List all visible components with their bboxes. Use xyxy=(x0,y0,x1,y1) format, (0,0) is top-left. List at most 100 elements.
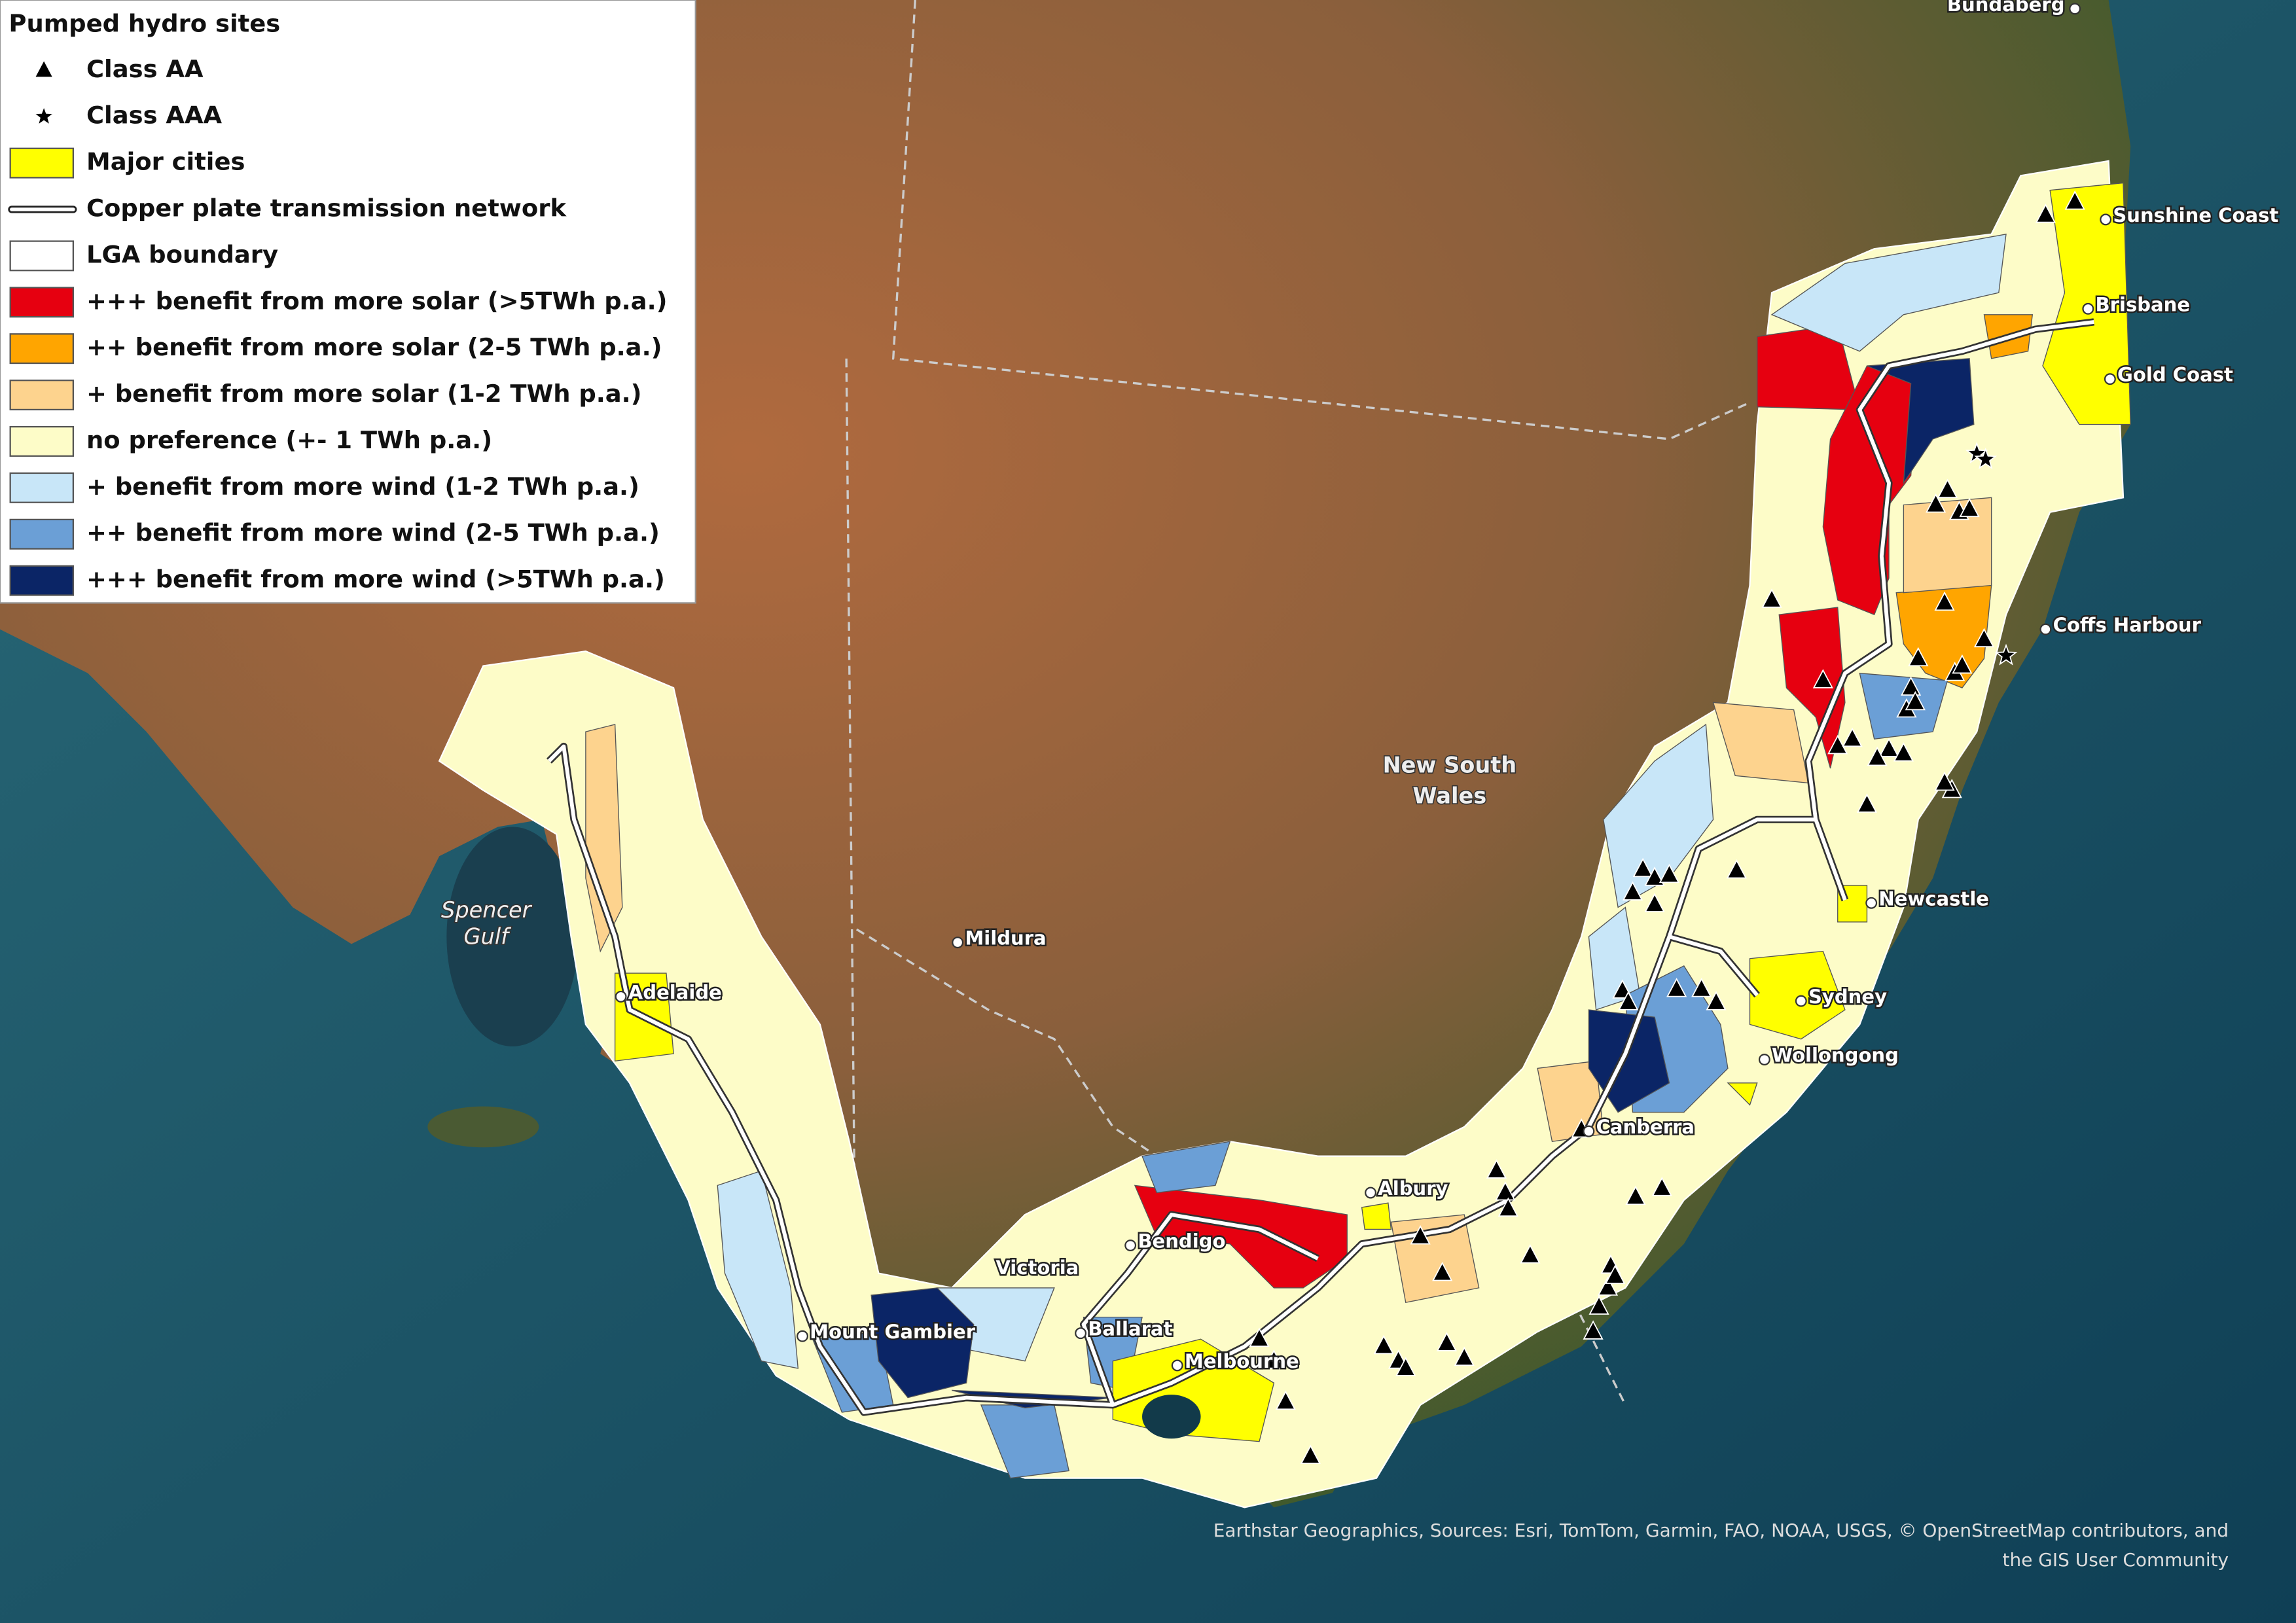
legend-label: Class AAA xyxy=(86,101,223,130)
triangle xyxy=(1706,991,1727,1010)
legend-swatch xyxy=(9,472,74,503)
triangle xyxy=(1486,1159,1507,1179)
triangle xyxy=(1973,628,1995,648)
triangle xyxy=(1856,793,1878,813)
place-labels: Bundaberg Sunshine Coast Brisbane Gold Coas… xyxy=(615,0,2280,1374)
triangle xyxy=(1520,1244,1541,1264)
triangle xyxy=(1410,1225,1431,1245)
triangle xyxy=(1618,991,1639,1010)
legend-box xyxy=(0,0,696,604)
place-label: Sydney xyxy=(1808,986,1887,1008)
triangle xyxy=(2035,204,2056,223)
star xyxy=(32,104,56,127)
place-dot xyxy=(615,990,627,1003)
triangle xyxy=(1300,1444,1321,1464)
lga-area xyxy=(1390,1214,1480,1304)
place-label: Mount Gambier xyxy=(810,1321,976,1343)
triangle xyxy=(2064,190,2085,210)
lga-area xyxy=(1361,1202,1392,1230)
lga-area xyxy=(1770,233,2007,352)
triangle xyxy=(1622,881,1643,901)
place-label: Adelaide xyxy=(628,981,722,1003)
legend-swatch xyxy=(9,380,74,411)
lga-area xyxy=(1537,1060,1604,1143)
triangle xyxy=(1934,771,1955,791)
triangle xyxy=(33,58,54,79)
lga-area xyxy=(1141,1141,1231,1194)
legend-swatch xyxy=(9,147,74,179)
lga-area xyxy=(1134,1185,1348,1289)
place-dot xyxy=(1365,1186,1377,1199)
legend: Pumped hydro sites Class AA Class AAA Majo… xyxy=(0,0,696,604)
place-dot xyxy=(1075,1327,1087,1340)
triangle xyxy=(1952,654,1973,674)
place-label: Bundaberg xyxy=(1947,0,2065,16)
place-dot xyxy=(797,1330,808,1342)
triangle xyxy=(1867,746,1888,766)
place-dot xyxy=(1583,1125,1595,1137)
triangle xyxy=(1373,1334,1394,1355)
legend-swatch xyxy=(9,425,74,457)
place-label: Coffs Harbour xyxy=(2053,614,2202,636)
triangle xyxy=(1432,1261,1453,1281)
triangle xyxy=(1263,1349,1284,1369)
star xyxy=(1965,442,1988,464)
triangle xyxy=(1842,727,1863,747)
place-dot xyxy=(2104,373,2116,385)
legend-label: Copper plate transmission network xyxy=(86,194,567,223)
place-dot xyxy=(952,936,964,949)
triangle xyxy=(1275,1390,1296,1410)
pumped-hydro-sites xyxy=(1249,190,2085,1464)
triangle xyxy=(1495,1181,1516,1201)
legend-label: Major cities xyxy=(86,148,245,176)
place-dot xyxy=(2069,3,2081,15)
lga-area xyxy=(870,1287,975,1399)
place-label: Gold Coast xyxy=(2117,364,2233,386)
water-label: Gulf xyxy=(464,923,512,949)
place-label: Ballarat xyxy=(1088,1318,1172,1340)
legend-swatch xyxy=(9,565,74,596)
triangle xyxy=(1659,863,1680,883)
triangle xyxy=(1644,893,1665,912)
triangle xyxy=(1937,478,1958,498)
place-dot xyxy=(1124,1240,1137,1251)
legend-title: Pumped hydro sites xyxy=(9,10,280,38)
legend-swatch xyxy=(9,518,74,550)
place-dot xyxy=(1865,897,1878,909)
legend-label: ++ benefit from more wind (2-5 TWh p.a.) xyxy=(86,519,660,547)
spencer-gulf-water xyxy=(446,827,579,1046)
lga-area xyxy=(1603,723,1714,908)
port-phillip-bay xyxy=(1142,1395,1201,1439)
triangle xyxy=(1436,1332,1457,1351)
star xyxy=(1974,447,1998,470)
star xyxy=(1994,643,2018,666)
place-label: Sunshine Coast xyxy=(2113,204,2278,226)
triangle xyxy=(1893,742,1914,762)
lga-area xyxy=(1749,950,1846,1040)
legend-label: +++ benefit from more wind (>5TWh p.a.) xyxy=(86,565,665,594)
place-label: Mildura xyxy=(965,927,1046,950)
triangle xyxy=(1926,493,1946,513)
triangle xyxy=(1597,1276,1619,1296)
triangle xyxy=(1908,647,1929,667)
place-label: Bendigo xyxy=(1138,1230,1225,1253)
triangle xyxy=(1644,866,1665,886)
triangle xyxy=(1625,1185,1646,1205)
triangle xyxy=(1812,669,1833,688)
lga-area xyxy=(1778,607,1846,769)
triangle xyxy=(1761,588,1782,608)
place-dot xyxy=(2100,213,2112,226)
triangle xyxy=(1666,978,1687,997)
triangle xyxy=(1691,978,1712,997)
place-label: Wollongong xyxy=(1772,1044,1899,1067)
attribution: the GIS User Community xyxy=(2003,1549,2229,1571)
place-dot xyxy=(2082,302,2094,315)
triangle xyxy=(1934,591,1955,611)
legend-label: no preference (+- 1 TWh p.a.) xyxy=(86,426,492,454)
lga-area xyxy=(1727,1082,1758,1106)
legend-label: +++ benefit from more solar (>5TWh p.a.) xyxy=(86,287,667,315)
place-label: Albury xyxy=(1378,1177,1448,1200)
triangle xyxy=(1632,857,1653,878)
triangle xyxy=(1583,1320,1604,1340)
